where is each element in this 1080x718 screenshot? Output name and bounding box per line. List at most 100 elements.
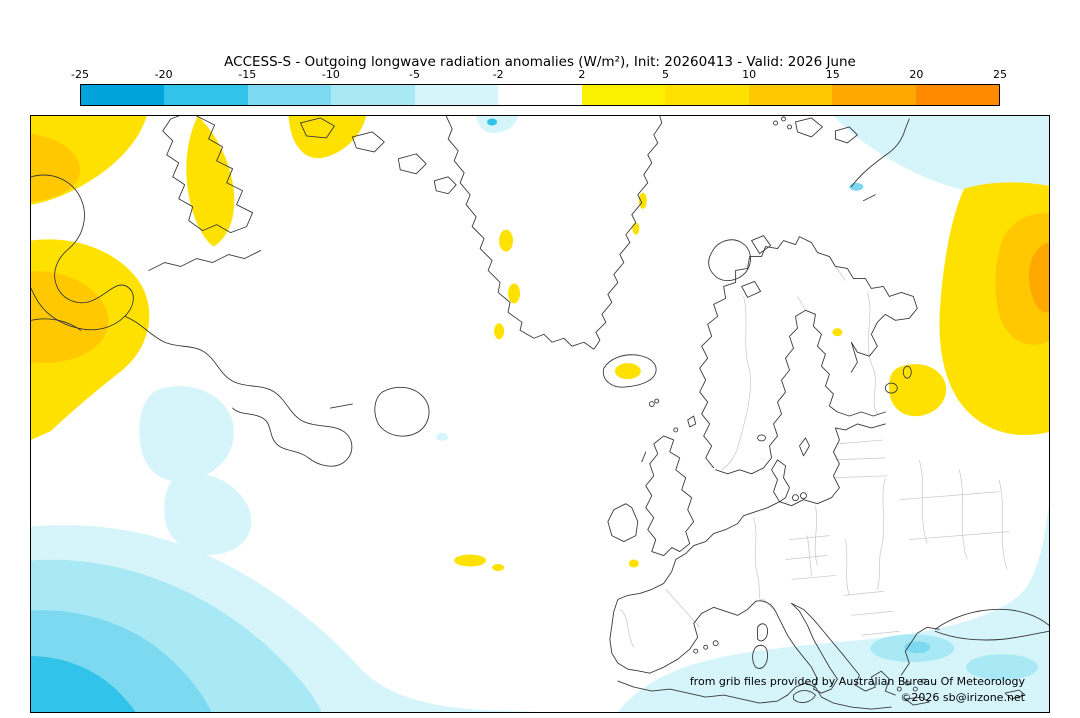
colorbar-segment-6	[581, 85, 666, 105]
coastline-arctic-canada-b	[351, 131, 385, 153]
coastline-novaya-zemlya	[850, 118, 910, 188]
coastline-gulf-of-finland-south	[779, 423, 886, 507]
coastline-svalbard-se	[741, 280, 762, 298]
anomaly-region-mediterranean	[617, 504, 1049, 712]
coastline-arctic-canada-a	[300, 117, 335, 139]
border-central-europe-a	[789, 535, 830, 540]
anomaly-spot-baltic	[832, 328, 843, 337]
coastline-arctic-island-a	[795, 117, 823, 138]
coastline-sweden-baltic	[715, 309, 886, 475]
coastline-hudson-bay-south	[31, 318, 82, 331]
coastline-denmark	[771, 459, 790, 503]
border-poland-germany	[814, 505, 818, 566]
coastline-black-sea-south	[934, 630, 1049, 641]
anomaly-spot-greenland-west-a	[499, 229, 514, 252]
colorbar-tick-label: 20	[909, 68, 924, 81]
colorbar-segment-3	[331, 85, 415, 105]
coastline-greenland	[445, 116, 663, 350]
anomaly-region-mid-atlantic-b	[164, 472, 252, 555]
colorbar-tick-label: 10	[742, 68, 757, 81]
coastline-hudson-bay	[31, 174, 134, 331]
colorbar-tick-labels: -25 -20 -15 -10 -5 -2 2 5 10 15 20 25	[71, 68, 1007, 83]
anomaly-spot-greenland-east-b	[632, 222, 640, 235]
coastline-italy-east	[791, 602, 838, 680]
border-sweden-finland	[797, 296, 806, 311]
map-canvas	[31, 116, 1049, 712]
border-baltics-b	[835, 457, 886, 461]
coastline-ireland	[607, 503, 639, 543]
coastline-aegean-island-b	[904, 680, 910, 686]
colorbar-segment-8	[748, 85, 833, 105]
coastline-great-britain	[645, 435, 695, 556]
coastline-crete	[904, 696, 930, 706]
border-spain-portugal	[619, 609, 635, 648]
border-norway-sweden	[721, 296, 751, 471]
border-norway-russia	[835, 266, 846, 281]
anomaly-region-northwest-corner-core	[31, 133, 81, 202]
border-eastern-europe-c	[998, 479, 1008, 570]
coastline-sardinia	[752, 644, 769, 669]
colorbar-tick-label: -25	[71, 68, 89, 81]
border-france-italy	[763, 599, 776, 612]
coastline-turkey-aegean	[900, 626, 940, 676]
coastline-faroe-b	[654, 398, 660, 404]
anomaly-spot-greenland-west-b	[508, 283, 521, 304]
map-frame: from grib files provided by Australian B…	[30, 115, 1050, 713]
coastline-arctic-island-b	[834, 126, 858, 144]
coastline-corsica	[757, 623, 769, 642]
coastline-balearic-b	[712, 640, 719, 647]
border-central-europe-e	[845, 539, 850, 596]
negative-anomaly-regions	[31, 116, 1049, 712]
anomaly-region-top-center	[476, 116, 519, 134]
colorbar-segment-9	[832, 85, 916, 105]
anomaly-spot-madeira	[628, 559, 639, 568]
border-central-europe-b	[785, 555, 828, 560]
colorbar-tick-label: 15	[825, 68, 840, 81]
coastline-labrador	[124, 315, 353, 467]
colorbar-tick-label: 25	[993, 68, 1007, 81]
anomaly-spot-top-center	[487, 118, 498, 126]
attribution-copyright: ©2026 sb@irizone.net	[900, 691, 1025, 705]
coastline-france-mediterranean	[701, 600, 757, 616]
border-eastern-europe-a	[918, 459, 928, 544]
coastline-franz-josef-c	[787, 124, 792, 130]
border-poland-east	[877, 477, 886, 590]
colorbar-tick-label: -15	[238, 68, 257, 81]
colorbar-tick-label: 5	[661, 68, 669, 81]
colorbar-segment-4	[414, 85, 499, 105]
border-eastern-europe-e	[909, 531, 1010, 540]
coastline-faroe-a	[648, 401, 655, 407]
coastline-aegean-island-d	[920, 678, 926, 684]
border-baltics-a	[837, 439, 884, 445]
coastline-cyprus	[1004, 689, 1026, 700]
border-central-europe-c	[791, 575, 836, 580]
anomaly-region-west-edge-core	[31, 271, 109, 364]
anomaly-spot-greenland-east-a	[638, 192, 647, 209]
coastline-aegean-island-a	[896, 686, 902, 692]
coastline-balkans-greece	[791, 602, 896, 696]
coastline-lake-onega	[902, 365, 912, 379]
coastline-lake-vanern	[757, 434, 767, 442]
coastline-balearic-a	[703, 644, 709, 650]
anomaly-region-east-edge-peak	[1028, 242, 1049, 313]
anomaly-spot-east-mediterranean	[966, 654, 1039, 681]
coastline-franz-josef-a	[773, 120, 778, 126]
coastline-baffin-island	[162, 116, 254, 234]
colorbar-tick-label: 2	[578, 68, 586, 81]
coastline-shetland	[687, 415, 697, 428]
coastline-spain-mediterranean	[649, 612, 703, 674]
country-borders	[619, 266, 1010, 648]
coastline-north-africa	[617, 680, 892, 710]
coastline-europe-atlantic	[609, 501, 780, 674]
coastline-franz-josef-b	[781, 116, 786, 122]
coastline-danish-island-a	[792, 494, 799, 502]
anomaly-spot-aegean-core	[904, 641, 931, 654]
coastline-gotland	[799, 437, 810, 457]
colorbar-segment-5	[498, 85, 582, 105]
coastline-kola-white-sea	[850, 291, 918, 373]
coastline-arctic-canada-c	[397, 153, 427, 175]
border-balkans-c	[861, 630, 900, 636]
border-germany-france	[753, 517, 764, 601]
anomaly-region-arctic-northeast	[833, 116, 1049, 195]
